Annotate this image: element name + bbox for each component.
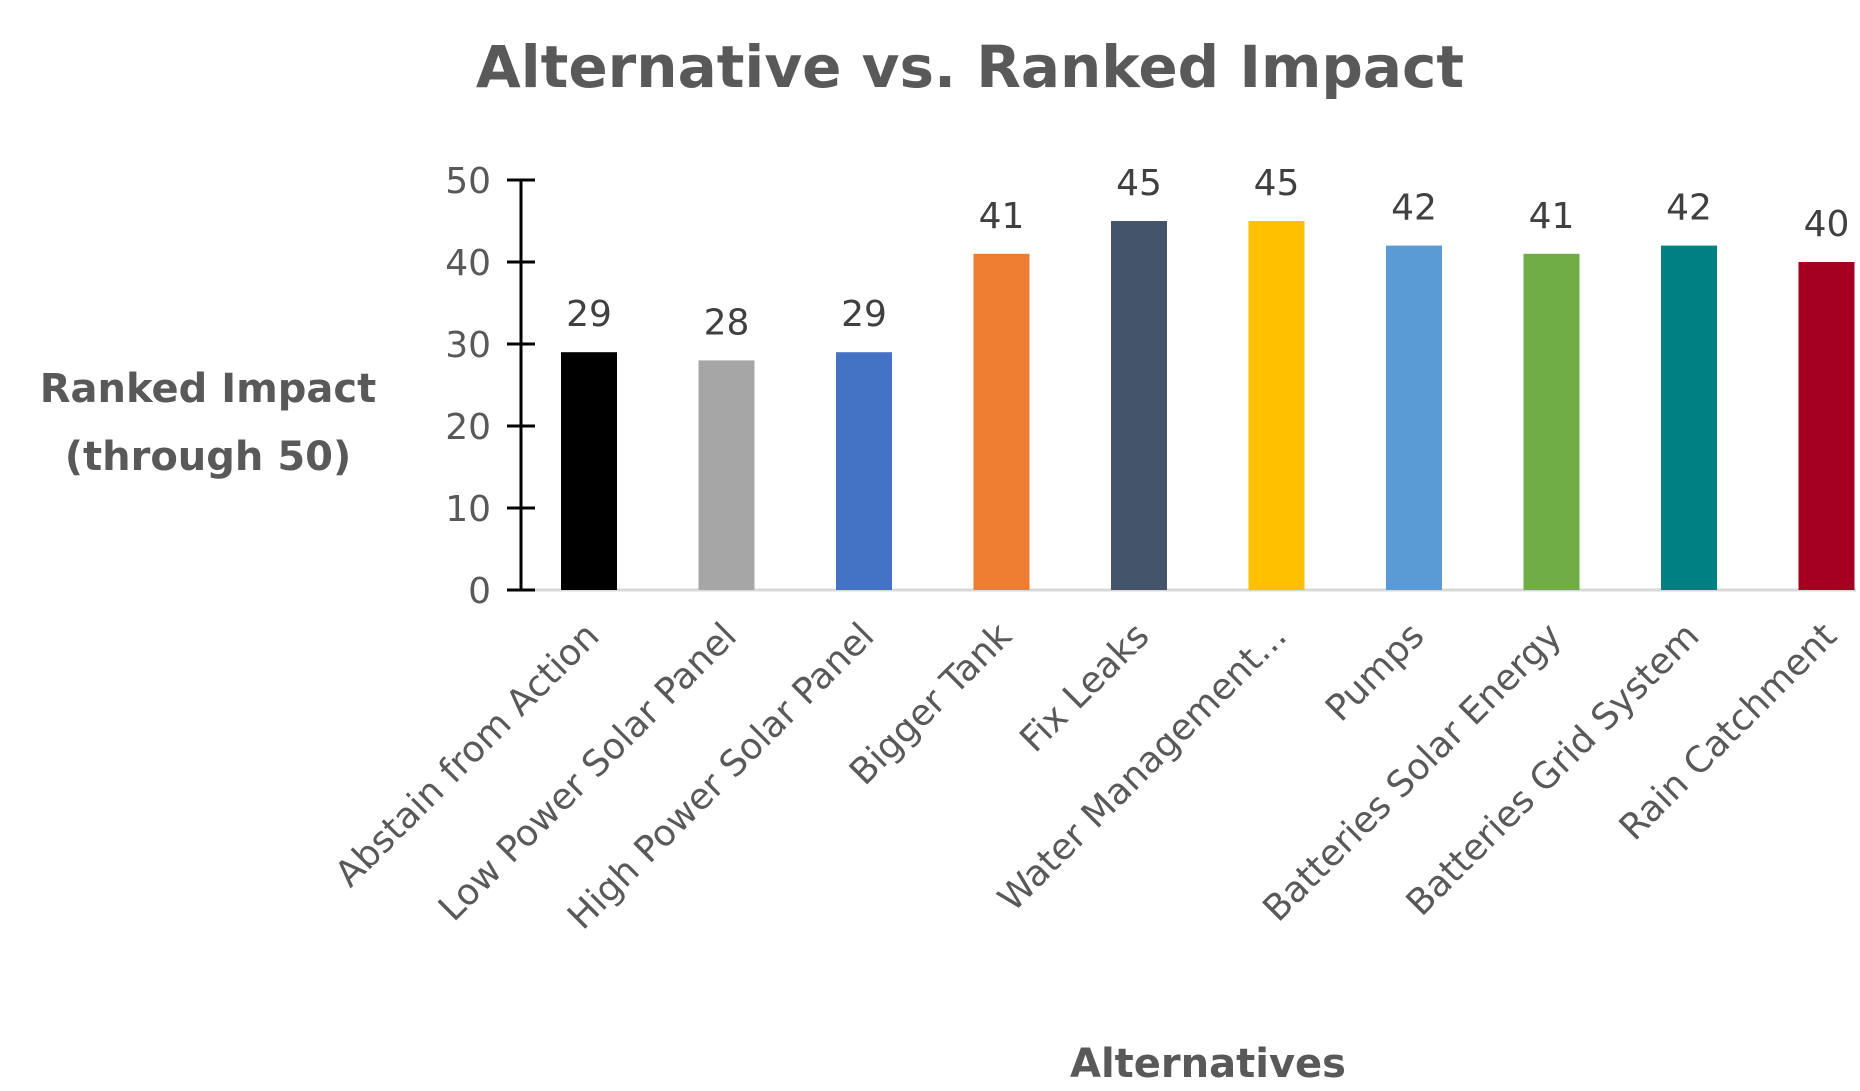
bar [974, 254, 1030, 590]
bar [561, 352, 617, 590]
data-label: 45 [1116, 163, 1162, 204]
bar [1111, 221, 1167, 590]
data-label: 28 [704, 302, 750, 343]
category-label: Abstain from Action [328, 615, 608, 895]
data-label: 29 [566, 294, 612, 335]
y-tick-label: 20 [445, 407, 491, 448]
bar [699, 360, 755, 590]
data-label: 41 [979, 196, 1025, 237]
bar [1386, 246, 1442, 590]
bar [1799, 262, 1855, 590]
bar [1661, 246, 1717, 590]
data-label: 40 [1804, 204, 1850, 245]
data-label: 41 [1529, 196, 1575, 237]
bar [1249, 221, 1305, 590]
data-label: 45 [1254, 163, 1300, 204]
y-tick-label: 50 [445, 161, 491, 202]
category-label: Pumps [1318, 615, 1432, 729]
bar [836, 352, 892, 590]
data-label: 42 [1666, 188, 1712, 229]
data-label: 29 [841, 294, 887, 335]
data-label: 42 [1391, 188, 1437, 229]
chart-title: Alternative vs. Ranked Impact [476, 33, 1464, 101]
y-tick-label: 40 [445, 243, 491, 284]
y-axis-title-line-2: (through 50) [65, 434, 352, 480]
y-axis-title-line-1: Ranked Impact [40, 366, 377, 412]
y-tick-label: 30 [445, 325, 491, 366]
category-label: Fix Leaks [1012, 615, 1157, 760]
y-tick-label: 10 [445, 489, 491, 530]
y-tick-label: 0 [468, 571, 491, 612]
category-label: Water Management... [991, 615, 1295, 919]
x-axis-title: Alternatives [1070, 1041, 1346, 1087]
bar [1524, 254, 1580, 590]
